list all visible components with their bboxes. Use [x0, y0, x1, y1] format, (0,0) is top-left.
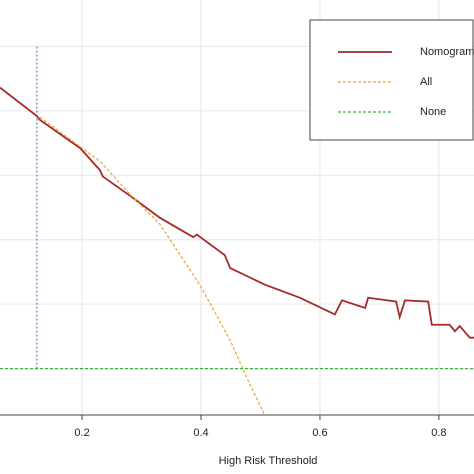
series-line	[39, 116, 266, 416]
legend-label: None	[420, 106, 446, 118]
legend-label: Nomogram	[420, 46, 474, 58]
legend-box	[309, 19, 474, 141]
legend-label: All	[420, 76, 432, 88]
x-axis-label: High Risk Threshold	[219, 455, 318, 467]
series-line	[0, 86, 474, 339]
x-tick-label: 0.4	[193, 427, 208, 439]
x-tick-label: 0.8	[431, 427, 446, 439]
x-tick-label: 0.2	[74, 427, 89, 439]
x-tick-label: 0.6	[312, 427, 327, 439]
